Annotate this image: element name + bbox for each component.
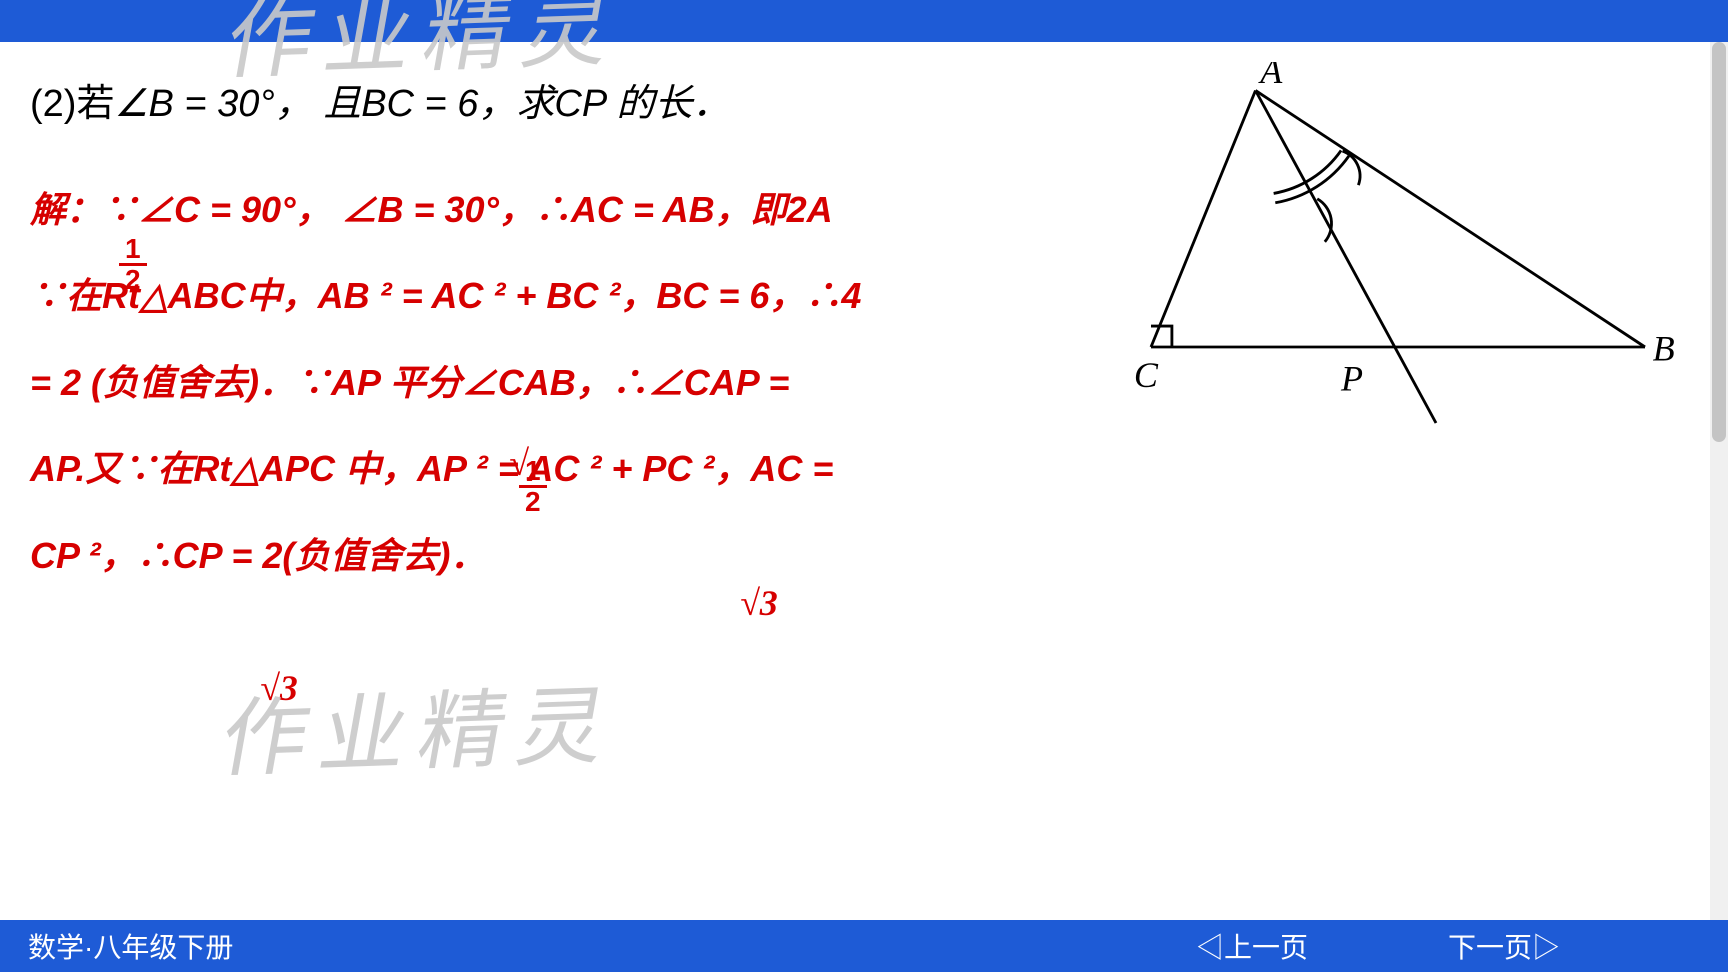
solution-line: = 2 (负值舍去)．∵AP 平分∠CAB，∴∠CAP = — [30, 340, 980, 426]
diagram-svg: A B C P — [1108, 62, 1688, 442]
next-page-button[interactable]: 下一页▷ — [1448, 926, 1560, 966]
scrollbar-thumb[interactable] — [1712, 42, 1726, 442]
sqrt3-float-a: √3 — [260, 667, 298, 709]
fraction-half-1: 1 2 — [119, 235, 147, 294]
svg-text:C: C — [1134, 355, 1159, 395]
solution-line: AP.又∵在Rt△APC 中，AP ² = AC ² + PC ²，AC = — [30, 426, 980, 512]
scrollbar-track[interactable] — [1710, 42, 1728, 920]
footer-nav: ◁上一页 下一页▷ — [1196, 926, 1560, 966]
fraction-denominator: 2 — [519, 488, 547, 516]
sqrt-inline: √ — [509, 442, 529, 484]
question-body: ∠B = 30°， 且BC = 6，求CP 的长． — [114, 83, 730, 125]
svg-text:B: B — [1653, 328, 1675, 368]
svg-text:A: A — [1258, 62, 1283, 91]
solution-line: CP ²，∴CP = 2(负值舍去)． — [30, 513, 980, 599]
triangle-diagram: A B C P — [1108, 62, 1688, 442]
bottom-bar: 数学·八年级下册 ◁上一页 下一页▷ — [0, 920, 1728, 972]
prev-page-button[interactable]: ◁上一页 — [1196, 926, 1308, 966]
solution-line: 解：∵∠C = 90°， ∠B = 30°，∴AC = AB，即2A — [30, 167, 980, 253]
solution-block: 解：∵∠C = 90°， ∠B = 30°，∴AC = AB，即2A ∵在Rt△… — [30, 167, 980, 599]
slide-content: (2)若∠B = 30°， 且BC = 6，求CP 的长． 解：∵∠C = 90… — [0, 42, 1728, 882]
top-bar — [0, 0, 1728, 42]
question-prefix: (2)若 — [30, 83, 114, 125]
fraction-numerator: 1 — [119, 235, 147, 266]
solution-line: ∵在Rt△ABC中，AB ² = AC ² + BC ²，BC = 6，∴4 — [30, 253, 980, 339]
sqrt3-float-b: √3 — [740, 582, 778, 624]
fraction-denominator: 2 — [119, 266, 147, 294]
footer-title: 数学·八年级下册 — [28, 926, 233, 966]
svg-text:P: P — [1340, 359, 1363, 399]
